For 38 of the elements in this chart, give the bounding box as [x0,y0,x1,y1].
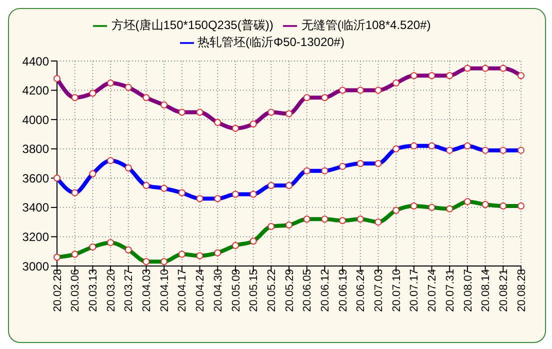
y-tick-label: 4000 [22,112,50,127]
y-tick-label: 3800 [22,142,50,156]
x-tick-label: 20.05.09 [230,269,242,312]
x-tick-label: 20.08.21 [498,269,510,312]
y-tick-label: 4200 [22,84,50,98]
x-tick-label: 20.03.06 [70,269,82,312]
x-tick-label: 20.04.10 [158,269,171,312]
y-tick-label: 4400 [22,54,50,68]
x-tick-label: 20.06.19 [337,269,350,312]
x-tick-label: 20.05.29 [284,269,296,312]
x-tick-label: 20.06.05 [302,269,314,312]
y-tick-label: 3000 [22,259,50,274]
y-tick-label: 3200 [22,230,50,244]
x-tick-label: 20.07.03 [373,269,386,312]
x-tick-label: 20.08.07 [462,269,474,312]
x-tick-label: 20.06.12 [320,269,332,312]
legend-label: 热轧管坯(临沂Φ50-13020#) [198,35,344,49]
x-tick-label: 20.05.22 [266,269,278,312]
x-tick-label: 20.07.17 [408,269,421,312]
x-tick-label: 20.08.14 [480,269,492,312]
x-tick-label: 20.03.27 [123,269,136,312]
x-tick-label: 20.07.10 [390,269,403,312]
x-tick-label: 20.04.24 [194,269,207,312]
y-tick-label: 3400 [22,200,50,215]
x-tick-label: 20.03.13 [88,269,100,312]
legend-label: 方坯(唐山150*150Q235(普碳)) [111,18,274,32]
x-tick-label: 20.04.17 [176,269,189,312]
y-tick-label: 3600 [22,171,50,186]
x-tick-label: 20.05.15 [248,269,260,312]
x-tick-label: 20.04.03 [141,269,154,312]
x-tick-label: 20.06.24 [355,269,368,312]
x-tick-label: 20.03.20 [105,269,118,312]
x-tick-label: 20.04.30 [212,269,224,312]
x-tick-label: 20.02.28 [52,269,64,312]
x-tick-label: 20.08.28 [516,269,528,312]
legend-label: 无缝管(临沂108*4.520#) [301,18,431,32]
x-tick-label: 20.07.24 [426,269,439,312]
x-tick-label: 20.07.31 [444,269,456,312]
